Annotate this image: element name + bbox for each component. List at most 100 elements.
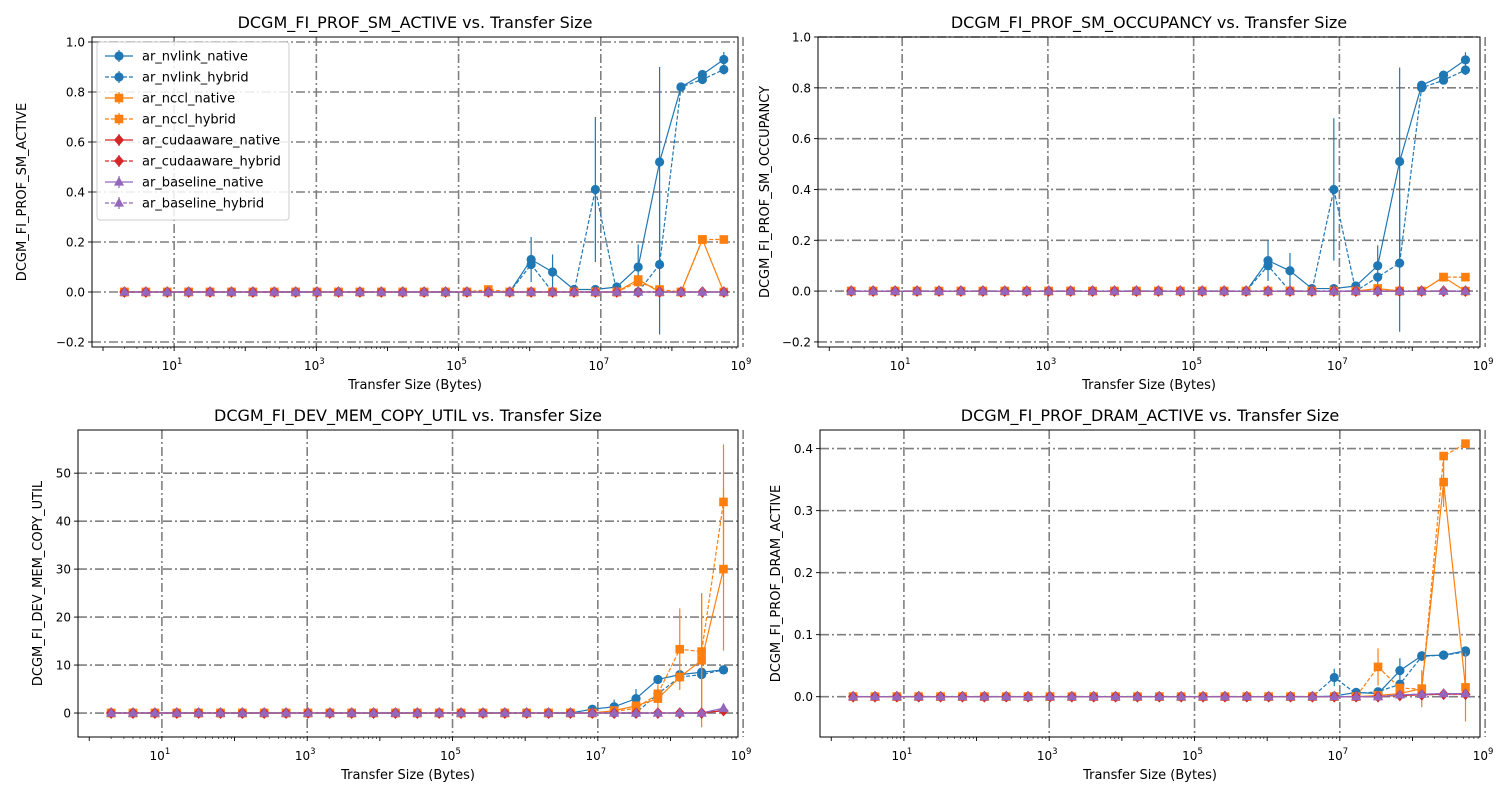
data-point xyxy=(631,707,642,717)
data-point xyxy=(333,286,344,296)
y-tick-label: 0.2 xyxy=(794,566,813,580)
data-point xyxy=(412,707,423,717)
y-tick-label: 0 xyxy=(63,707,71,721)
x-tick-exponent: 5 xyxy=(1197,747,1202,757)
legend-label: ar_nvlink_native xyxy=(142,50,248,65)
data-point xyxy=(846,285,857,295)
data-point xyxy=(1043,285,1054,295)
x-tick-base: 10 xyxy=(304,359,319,373)
data-point xyxy=(312,286,323,296)
data-point xyxy=(183,286,194,296)
x-tick-exponent: 7 xyxy=(601,747,606,757)
y-tick-label: 10 xyxy=(56,659,71,673)
y-axis-label: DCGM_FI_PROF_DRAM_ACTIVE xyxy=(769,485,784,683)
data-point xyxy=(1416,83,1427,93)
y-tick-label: 0.4 xyxy=(794,442,813,456)
x-tick-base: 10 xyxy=(150,749,165,763)
legend-label: ar_baseline_hybrid xyxy=(142,197,264,212)
data-point xyxy=(162,286,173,296)
data-point xyxy=(977,285,988,295)
x-tick-label: 109 xyxy=(731,357,752,373)
x-tick-base: 10 xyxy=(1037,749,1052,763)
data-point xyxy=(1065,285,1076,295)
x-tick-label: 105 xyxy=(1182,747,1203,763)
x-tick-label: 101 xyxy=(150,747,171,763)
x-tick-label: 105 xyxy=(1181,357,1202,373)
x-tick-exponent: 3 xyxy=(1051,357,1056,367)
data-point xyxy=(675,286,686,296)
y-tick-label: −0.2 xyxy=(782,335,811,349)
data-point xyxy=(1284,285,1295,295)
data-point xyxy=(1109,285,1120,295)
x-tick-exponent: 9 xyxy=(746,357,751,367)
data-point xyxy=(1460,55,1471,65)
x-tick-exponent: 9 xyxy=(746,747,751,757)
series-line xyxy=(853,443,1466,698)
x-tick-label: 107 xyxy=(1327,357,1348,373)
data-point xyxy=(281,707,292,717)
series-ar_nccl_hybrid xyxy=(848,439,1470,701)
data-point xyxy=(891,691,902,701)
data-point xyxy=(205,286,216,296)
series-line xyxy=(853,482,1467,698)
data-point xyxy=(1373,662,1383,672)
plot-frame xyxy=(819,429,1481,738)
data-point xyxy=(1351,691,1362,701)
x-tick-base: 10 xyxy=(1327,359,1342,373)
x-tick-label: 109 xyxy=(1473,747,1494,763)
data-point xyxy=(654,259,665,270)
data-point xyxy=(354,286,365,296)
legend-frame xyxy=(96,41,290,221)
data-point xyxy=(1394,285,1405,295)
y-tick-label: 1.0 xyxy=(66,36,85,50)
data-point xyxy=(1154,691,1165,701)
data-point xyxy=(955,285,966,295)
data-point xyxy=(456,707,467,717)
chart-panel-1: 101 103 105 107 109−0.20.00.20.40.60.81.0DCG… xyxy=(758,13,1493,393)
series-line xyxy=(111,501,725,714)
data-point xyxy=(1066,691,1077,701)
chart-title: DCGM_FI_PROF_DRAM_ACTIVE vs. Transfer Si… xyxy=(961,406,1339,426)
data-point xyxy=(127,707,138,717)
data-point xyxy=(193,707,204,717)
data-point xyxy=(654,286,665,296)
data-point xyxy=(324,707,335,717)
data-point xyxy=(1438,285,1449,295)
data-point xyxy=(269,286,280,296)
data-point xyxy=(434,707,445,717)
y-tick-label: 0.0 xyxy=(66,286,85,300)
data-point xyxy=(999,285,1010,295)
data-point xyxy=(1285,266,1295,276)
data-point xyxy=(1372,285,1383,295)
data-point xyxy=(259,707,270,717)
data-point xyxy=(1087,285,1098,295)
x-tick-exponent: 1 xyxy=(165,747,170,757)
data-point xyxy=(587,707,598,717)
x-tick-base: 10 xyxy=(1181,359,1196,373)
data-point xyxy=(1175,285,1186,295)
y-tick-label: 0.3 xyxy=(794,504,813,518)
x-tick-label: 107 xyxy=(588,357,609,373)
data-point xyxy=(697,286,708,296)
x-tick-label: 103 xyxy=(304,357,325,373)
x-tick-base: 10 xyxy=(162,359,177,373)
data-point xyxy=(1001,691,1012,701)
data-point xyxy=(979,691,990,701)
data-point xyxy=(890,285,901,295)
data-point xyxy=(848,691,859,701)
data-point xyxy=(718,286,729,296)
data-point xyxy=(1439,650,1449,660)
data-point xyxy=(933,285,944,295)
x-tick-label: 109 xyxy=(1473,357,1494,373)
x-tick-base: 10 xyxy=(731,749,746,763)
data-point xyxy=(1241,691,1252,701)
x-tick-exponent: 1 xyxy=(905,357,910,367)
y-tick-label: 0.4 xyxy=(66,186,85,200)
data-point xyxy=(1263,261,1273,271)
data-point xyxy=(1263,691,1274,701)
data-point xyxy=(633,277,643,287)
data-point xyxy=(1373,261,1383,271)
x-tick-exponent: 7 xyxy=(1342,357,1347,367)
data-point xyxy=(1329,672,1339,683)
data-point xyxy=(1460,647,1471,657)
